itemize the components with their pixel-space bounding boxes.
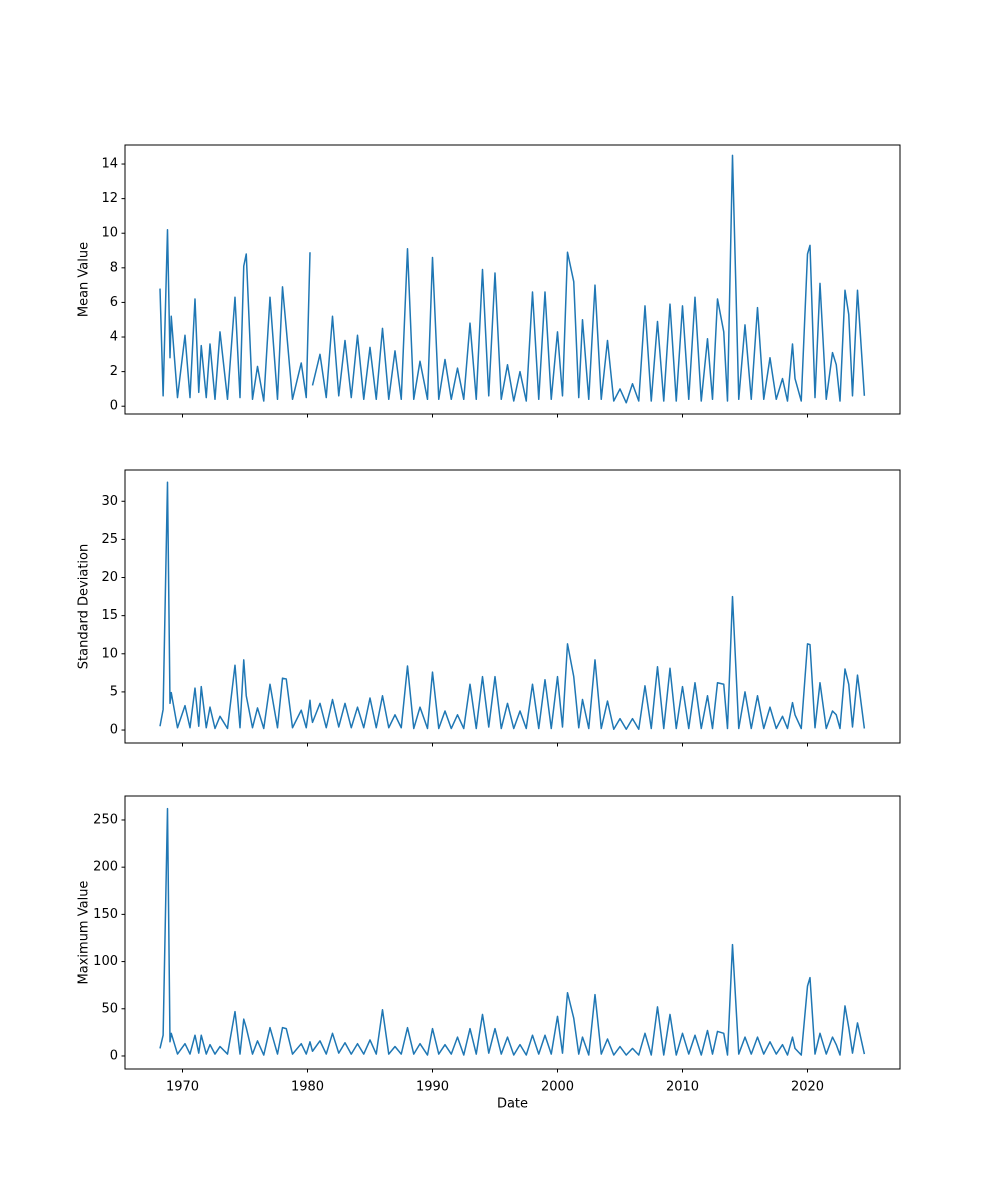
y-tick-label: 6 xyxy=(110,295,118,310)
y-tick-label: 0 xyxy=(110,723,118,738)
y-tick-label: 4 xyxy=(110,330,118,345)
y-tick-label: 25 xyxy=(101,532,118,547)
y-tick-label: 10 xyxy=(101,646,118,661)
y-tick-label: 30 xyxy=(101,494,118,509)
y-axis-label: Mean Value xyxy=(77,242,92,317)
axes-frame xyxy=(124,144,901,415)
axes-frame xyxy=(124,795,901,1070)
data-line xyxy=(159,154,866,404)
y-tick-label: 2 xyxy=(110,364,118,379)
y-tick-label: 100 xyxy=(93,954,118,969)
y-tick-label: 0 xyxy=(110,399,118,414)
y-tick-label: 200 xyxy=(93,860,118,875)
plot-area xyxy=(159,481,866,731)
y-tick-label: 150 xyxy=(93,907,118,922)
x-tick-label: 1970 xyxy=(166,1080,199,1095)
axes-frame xyxy=(124,469,901,744)
y-tick-label: 8 xyxy=(110,260,118,275)
data-line xyxy=(159,481,866,731)
x-tick-label: 2010 xyxy=(666,1080,699,1095)
y-tick-label: 20 xyxy=(101,570,118,585)
y-tick-label: 15 xyxy=(101,608,118,623)
y-tick-label: 10 xyxy=(101,226,118,241)
x-tick-label: 2020 xyxy=(791,1080,824,1095)
y-tick-label: 12 xyxy=(101,191,118,206)
y-tick-label: 14 xyxy=(101,157,118,172)
y-axis-label: Standard Deviation xyxy=(77,544,92,669)
plot-area xyxy=(159,154,866,404)
x-tick-label: 2000 xyxy=(541,1080,574,1095)
y-tick-label: 0 xyxy=(110,1048,118,1063)
x-tick-label: 1990 xyxy=(416,1080,449,1095)
data-line xyxy=(159,807,866,1056)
y-tick-label: 50 xyxy=(101,1001,118,1016)
y-axis-label: Maximum Value xyxy=(77,881,92,985)
x-axis-label: Date xyxy=(497,1097,528,1112)
y-tick-label: 250 xyxy=(93,812,118,827)
y-tick-label: 5 xyxy=(110,684,118,699)
x-tick-label: 1980 xyxy=(291,1080,324,1095)
plot-area xyxy=(159,807,866,1056)
